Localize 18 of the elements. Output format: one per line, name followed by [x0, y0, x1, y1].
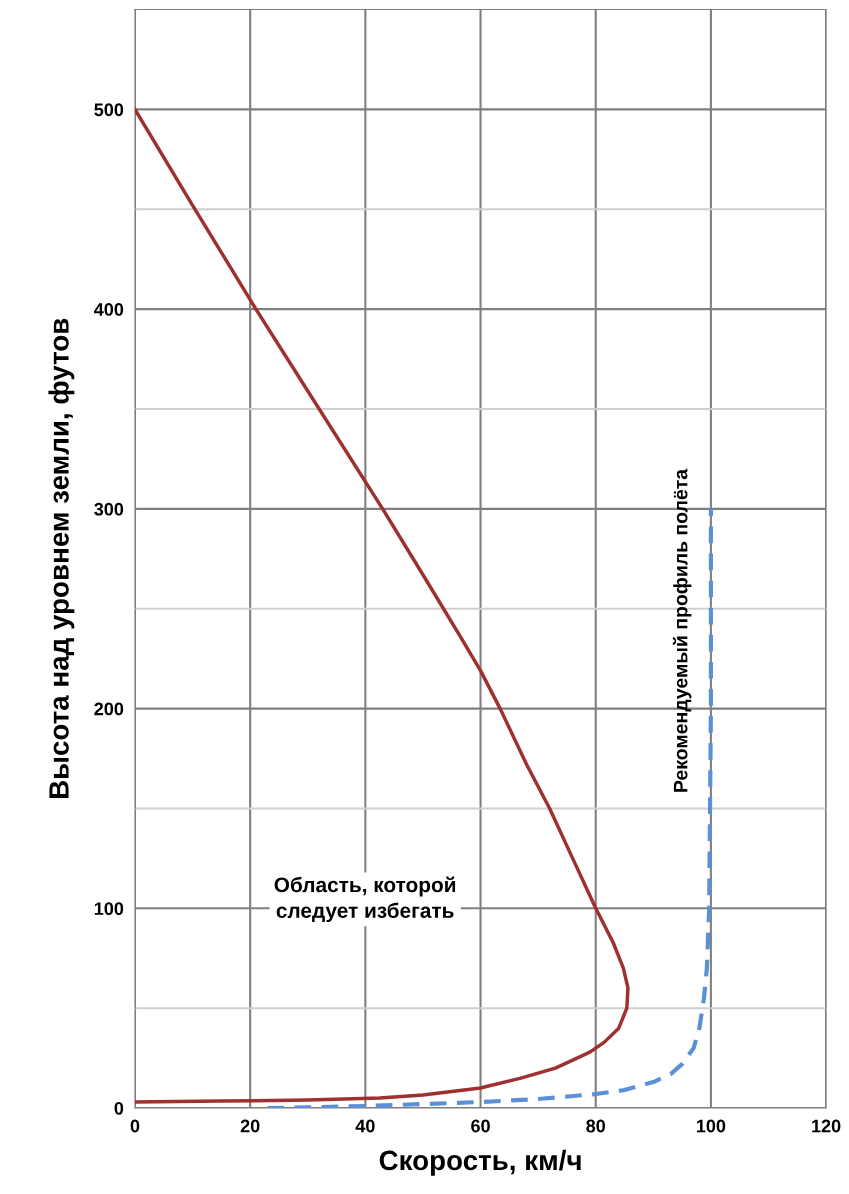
text: Рекомендуемый профиль полёта: [672, 468, 692, 792]
x-tick-label: 80: [586, 1119, 606, 1133]
line-series: [134, 107, 630, 1104]
y-tick-label: 0: [114, 1101, 124, 1115]
x-tick-label: 40: [355, 1119, 375, 1133]
y-tick-label: 400: [94, 303, 124, 316]
y-tick-label: 100: [94, 902, 124, 916]
x-tick-label: 60: [471, 1119, 490, 1133]
y-tick-label: 200: [94, 702, 124, 716]
y-axis-title: Высота над уровнем земли, футов: [48, 318, 75, 799]
y-tick-label: 500: [94, 103, 124, 117]
x-axis-title: Скорость, км/ч: [379, 1149, 581, 1176]
x-tick-label: 20: [240, 1119, 260, 1133]
x-tick-label: 100: [696, 1119, 726, 1133]
x-tick-label: 120: [812, 1119, 841, 1133]
x-tick-label: 0: [130, 1119, 140, 1133]
y-tick-label: 300: [94, 502, 124, 516]
annotation: Область, которой следует избегать: [274, 876, 456, 923]
